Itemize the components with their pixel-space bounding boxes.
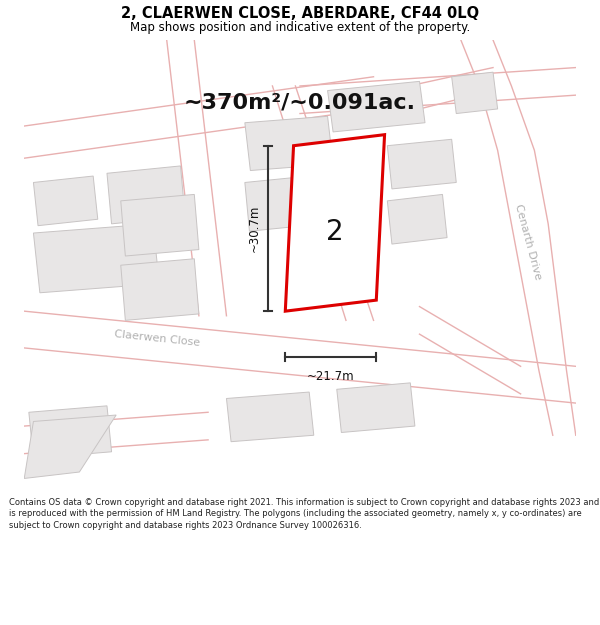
- Text: 2: 2: [326, 218, 344, 246]
- Polygon shape: [107, 166, 185, 224]
- Text: Map shows position and indicative extent of the property.: Map shows position and indicative extent…: [130, 21, 470, 34]
- Text: ~21.7m: ~21.7m: [307, 370, 355, 383]
- Text: Cenarth Drive: Cenarth Drive: [513, 203, 543, 281]
- Polygon shape: [337, 383, 415, 432]
- Text: Contains OS data © Crown copyright and database right 2021. This information is : Contains OS data © Crown copyright and d…: [9, 498, 599, 530]
- Polygon shape: [388, 194, 447, 244]
- Text: ~30.7m: ~30.7m: [247, 205, 260, 252]
- Polygon shape: [328, 81, 425, 132]
- Polygon shape: [452, 72, 497, 114]
- Polygon shape: [34, 176, 98, 226]
- Polygon shape: [29, 406, 112, 458]
- Polygon shape: [121, 259, 199, 321]
- Polygon shape: [121, 194, 199, 256]
- Polygon shape: [34, 224, 160, 292]
- Polygon shape: [245, 175, 323, 231]
- Text: 2, CLAERWEN CLOSE, ABERDARE, CF44 0LQ: 2, CLAERWEN CLOSE, ABERDARE, CF44 0LQ: [121, 6, 479, 21]
- Text: ~370m²/~0.091ac.: ~370m²/~0.091ac.: [184, 92, 416, 112]
- Polygon shape: [245, 116, 333, 171]
- Polygon shape: [24, 415, 116, 479]
- Polygon shape: [226, 392, 314, 442]
- Text: Claerwen Close: Claerwen Close: [114, 329, 201, 348]
- Polygon shape: [388, 139, 456, 189]
- Polygon shape: [285, 134, 385, 311]
